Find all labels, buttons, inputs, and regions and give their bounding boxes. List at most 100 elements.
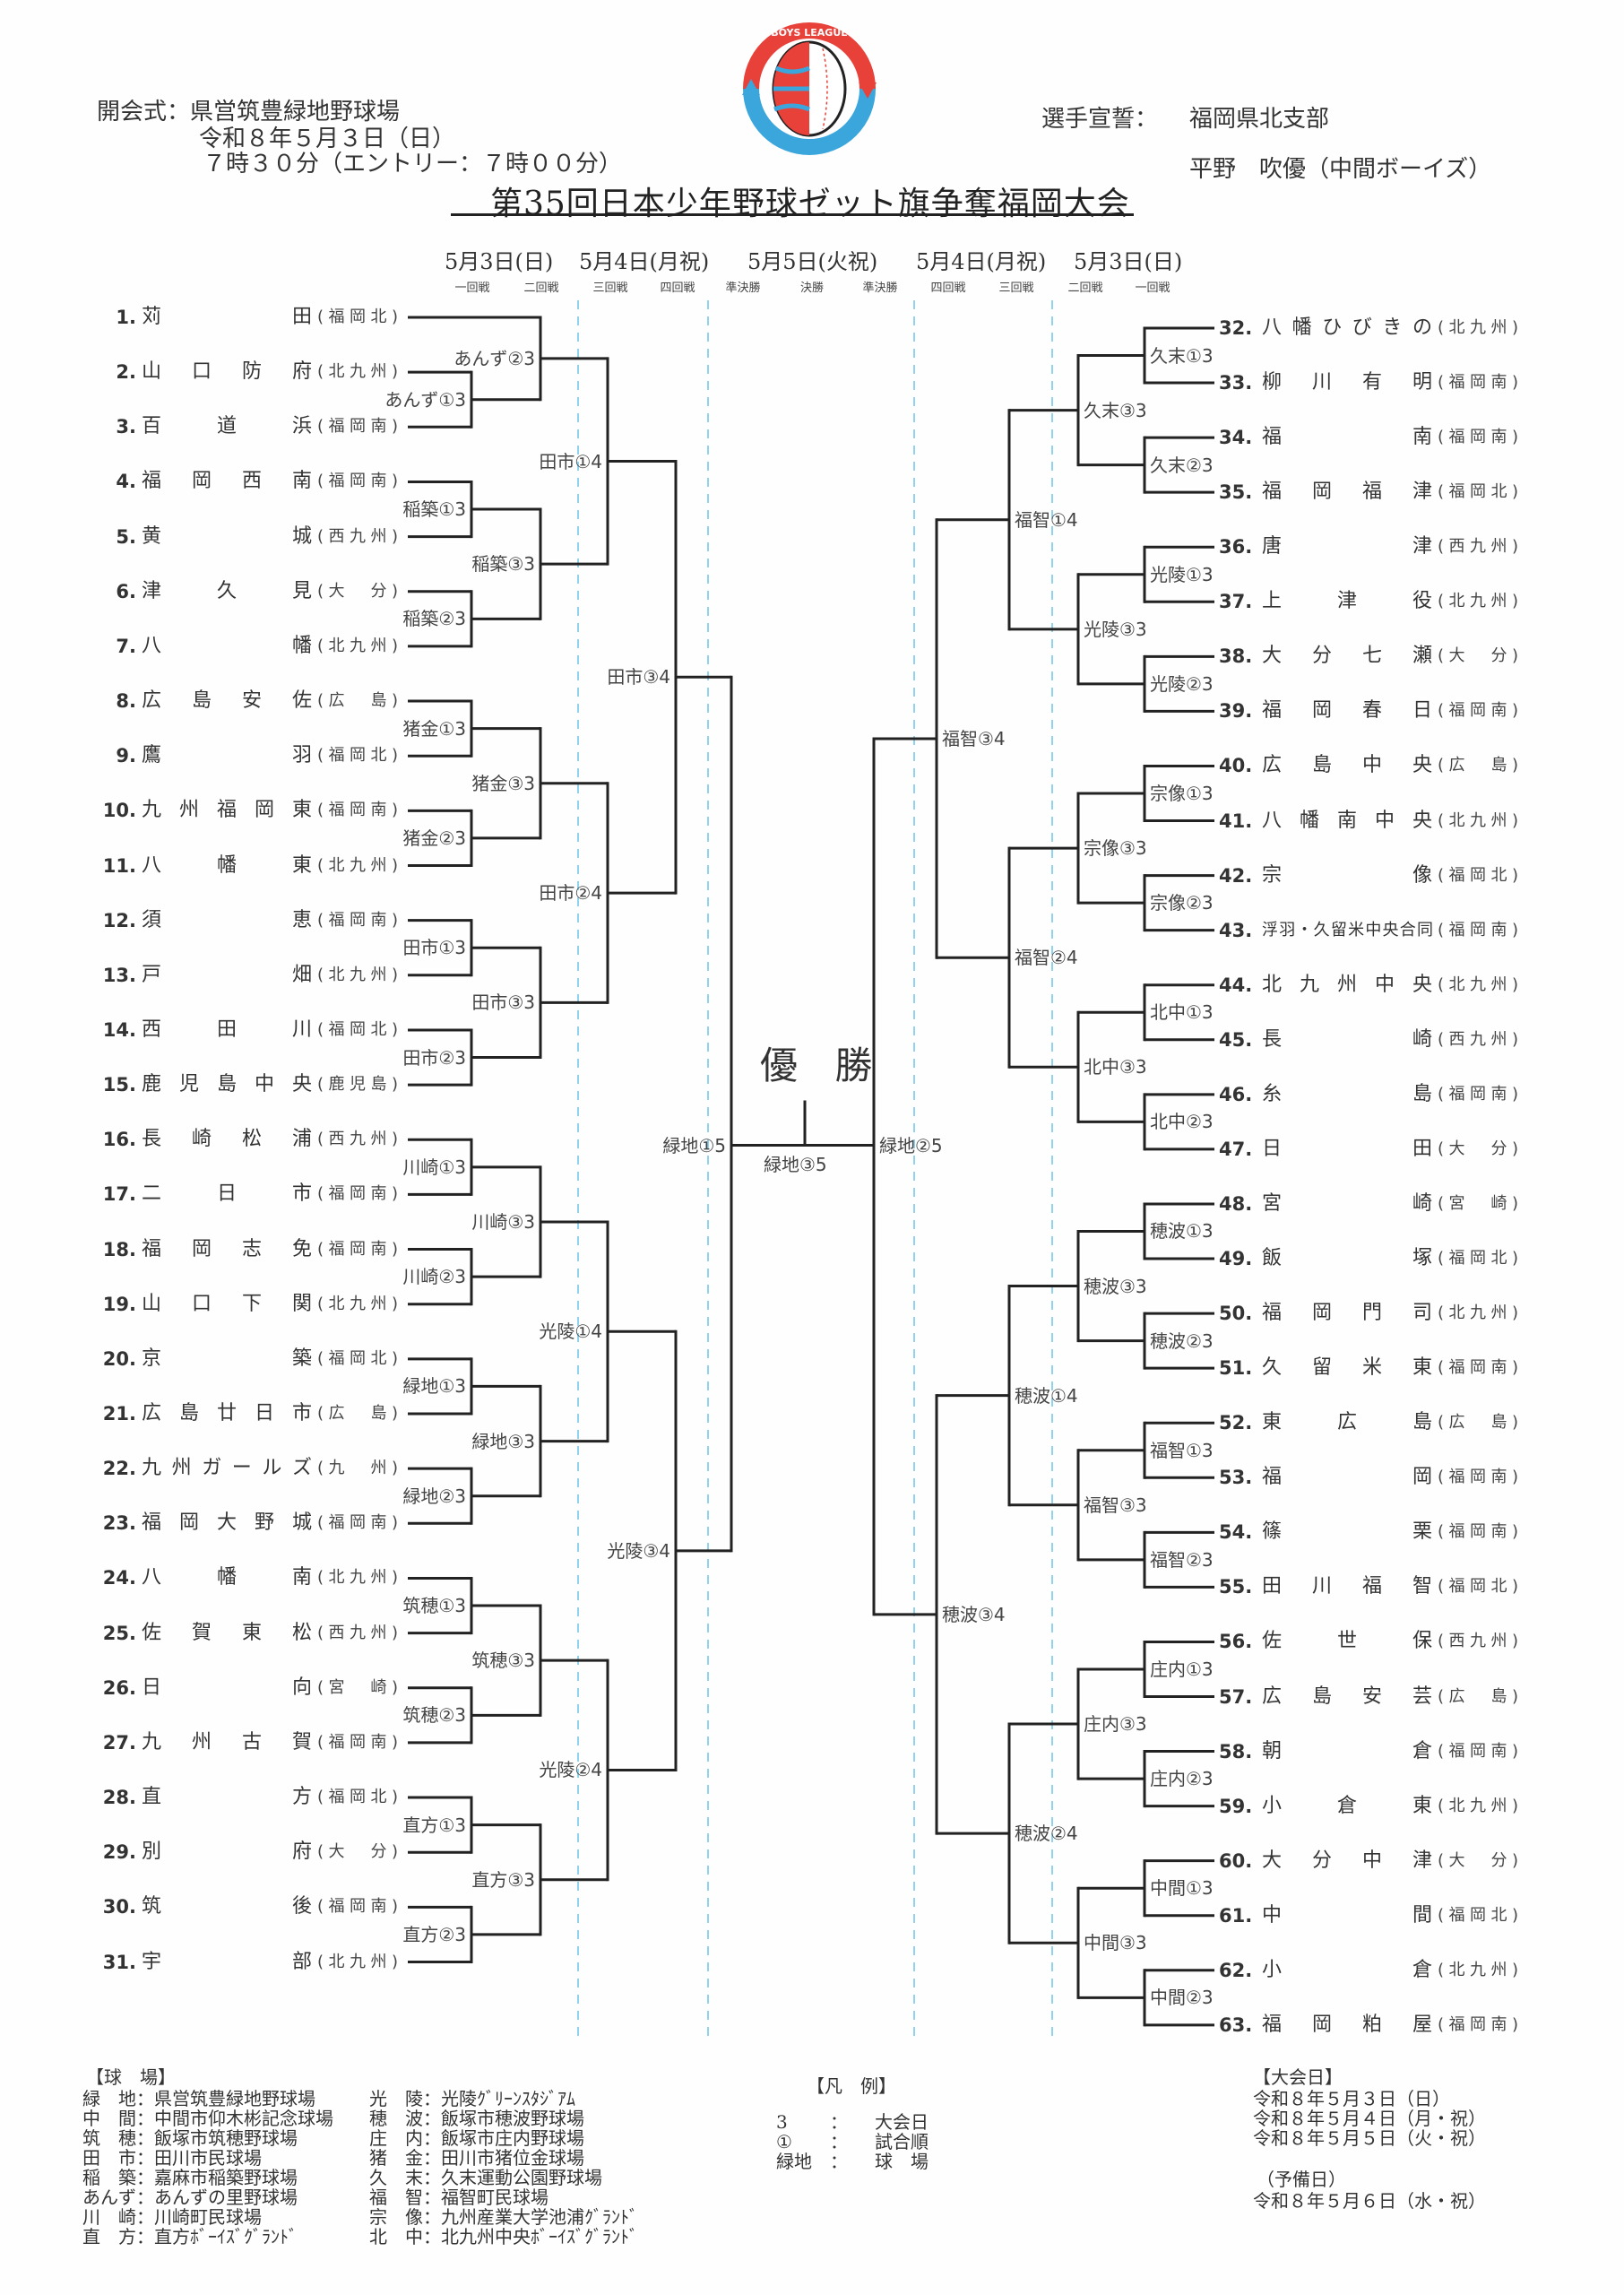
team-number: 54. — [1219, 1521, 1253, 1544]
venue-entry: 宗 像：九州産業大学池浦ｸﾞﾗﾝﾄﾞ — [369, 2206, 638, 2228]
team-entry: 8. 広島安佐 (広 島) — [82, 688, 398, 714]
match-result-label: 緑地①3 — [402, 1375, 466, 1398]
team-region: (北九州) — [317, 1294, 398, 1313]
team-entry: 56. 佐世保 (西九州) — [1219, 1629, 1518, 1654]
team-region: (福岡南) — [1438, 1741, 1518, 1761]
team-number: 1. — [116, 307, 136, 328]
team-region: (大 分) — [1438, 1850, 1518, 1870]
final-result-label: 緑地③5 — [764, 1153, 827, 1175]
team-region: (福岡南) — [317, 1239, 398, 1259]
team-entry: 43. 浮羽・久留米中央合同 (福岡南) — [1219, 918, 1518, 943]
team-region: (福岡南) — [317, 472, 398, 491]
team-region: (福岡北) — [1438, 482, 1518, 502]
match-result-label: 田市③4 — [607, 666, 670, 688]
team-name: 大分七瀬 — [1262, 645, 1432, 668]
round-label: 四回戦 — [930, 281, 966, 295]
match-result-label: 直方②3 — [402, 1923, 466, 1945]
match-result-label: 庄内③3 — [1084, 1713, 1147, 1736]
legend-key: 緑地 — [776, 2151, 812, 2172]
team-name: 戸畑 — [142, 963, 312, 986]
team-entry: 5. 黄城 (西九州) — [82, 524, 398, 550]
match-result-label: 筑穂①3 — [402, 1595, 466, 1617]
team-number: 27. — [102, 1731, 136, 1754]
team-region: (北九州) — [317, 636, 398, 655]
oath-player: 平野 吹優（中間ボーイズ） — [1189, 156, 1492, 183]
team-entry: 29. 別府 (大 分) — [82, 1840, 398, 1865]
match-result-label: あんず①3 — [384, 388, 466, 411]
team-entry: 4. 福岡西南 (福岡南) — [82, 469, 398, 494]
match-result-label: 緑地②5 — [879, 1134, 943, 1156]
team-name: 直方 — [142, 1786, 312, 1809]
legend-row: 3 ： 大会日 — [776, 2112, 946, 2132]
legend-list: 3 ： 大会日 ① ： 試合順 緑地 ： 球 場 — [776, 2112, 946, 2171]
match-result-label: 穂波②4 — [1015, 1823, 1078, 1845]
reserve-heading: （予備日） — [1257, 2169, 1346, 2190]
team-number: 30. — [102, 1896, 136, 1918]
team-number: 8. — [116, 690, 136, 713]
team-number: 6. — [116, 580, 136, 602]
match-result-label: 中間①3 — [1150, 1877, 1214, 1900]
team-region: (北九州) — [1438, 1960, 1518, 1979]
days-heading: 【大会日】 — [1253, 2066, 1343, 2088]
venue-entry: 川 崎：川崎町民球場 — [82, 2206, 262, 2228]
team-name: 小倉 — [1262, 1958, 1432, 1981]
venue-entry: 穂 波：飯塚市穂波野球場 — [369, 2108, 584, 2129]
match-result-label: 筑穂②3 — [402, 1704, 466, 1727]
match-result-label: 田市②3 — [402, 1046, 466, 1069]
reserve-day: 令和８年５月６日（水・祝） — [1253, 2190, 1486, 2212]
team-entry: 1. 苅田 (福岡北) — [82, 305, 398, 330]
team-region: (福岡北) — [1438, 1905, 1518, 1925]
days-list: 令和８年５月３日（日） 令和８年５月４日（月・祝） 令和８年５月５日（火・祝） — [1253, 2089, 1486, 2148]
team-number: 41. — [1219, 810, 1253, 832]
team-number: 38. — [1219, 645, 1253, 668]
team-region: (福岡北) — [317, 307, 398, 326]
legend-value: 大会日 — [875, 2111, 929, 2133]
team-number: 56. — [1219, 1631, 1253, 1653]
team-name: 糸島 — [1262, 1082, 1432, 1105]
team-name: 山口下関 — [142, 1292, 312, 1315]
legend-sep: ： — [830, 2151, 848, 2172]
team-region: (北九州) — [1438, 318, 1518, 337]
team-entry: 44. 北九州中央 (北九州) — [1219, 973, 1518, 998]
team-region: (福岡北) — [1438, 865, 1518, 885]
team-name: 福岡福津 — [1262, 481, 1432, 504]
team-entry: 24. 八幡南 (北九州) — [82, 1565, 398, 1590]
team-entry: 60. 大分中津 (大 分) — [1219, 1849, 1518, 1874]
team-number: 20. — [102, 1347, 136, 1370]
team-entry: 59. 小倉東 (北九州) — [1219, 1794, 1518, 1819]
team-entry: 35. 福岡福津 (福岡北) — [1219, 480, 1518, 505]
team-region: (福岡南) — [317, 801, 398, 820]
round-label: 二回戦 — [523, 281, 559, 295]
date-round2-left: 5月4日(月祝) — [579, 249, 710, 274]
team-region: (福岡北) — [317, 1788, 398, 1807]
team-name: 中間 — [1262, 1903, 1432, 1927]
match-result-label: 光陵①3 — [1150, 563, 1214, 585]
team-entry: 58. 朝倉 (福岡南) — [1219, 1739, 1518, 1764]
match-result-label: 直方③3 — [471, 1868, 535, 1891]
team-region: (宮 崎) — [1438, 1193, 1518, 1213]
team-region: (大 分) — [317, 581, 398, 601]
opening-ceremony-date: 令和８年５月３日（日） — [199, 126, 456, 152]
team-region: (福岡南) — [1438, 920, 1518, 940]
team-entry: 10. 九州福岡東 (福岡南) — [82, 798, 398, 823]
team-name: 唐津 — [1262, 535, 1432, 559]
team-number: 62. — [1219, 1959, 1253, 1981]
team-name: 宮崎 — [1262, 1191, 1432, 1215]
match-result-label: 穂波②3 — [1150, 1329, 1214, 1352]
team-region: (北九州) — [1438, 1796, 1518, 1815]
team-region: (北九州) — [1438, 810, 1518, 830]
team-number: 58. — [1219, 1740, 1253, 1762]
team-entry: 45. 長崎 (西九州) — [1219, 1027, 1518, 1052]
team-name: 朝倉 — [1262, 1739, 1432, 1762]
team-number: 43. — [1219, 919, 1253, 941]
match-result-label: 庄内①3 — [1150, 1658, 1214, 1680]
team-region: (広 島) — [317, 1404, 398, 1423]
team-entry: 38. 大分七瀬 (大 分) — [1219, 644, 1518, 669]
team-number: 28. — [102, 1787, 136, 1809]
opening-ceremony-time: ７時３０分（エントリー：７時００分） — [203, 151, 623, 178]
team-region: (北九州) — [1438, 974, 1518, 994]
match-result-label: 猪金①3 — [402, 717, 466, 740]
team-number: 21. — [102, 1403, 136, 1425]
venue-entry: 緑 地：県営筑豊緑地野球場 — [82, 2088, 315, 2109]
